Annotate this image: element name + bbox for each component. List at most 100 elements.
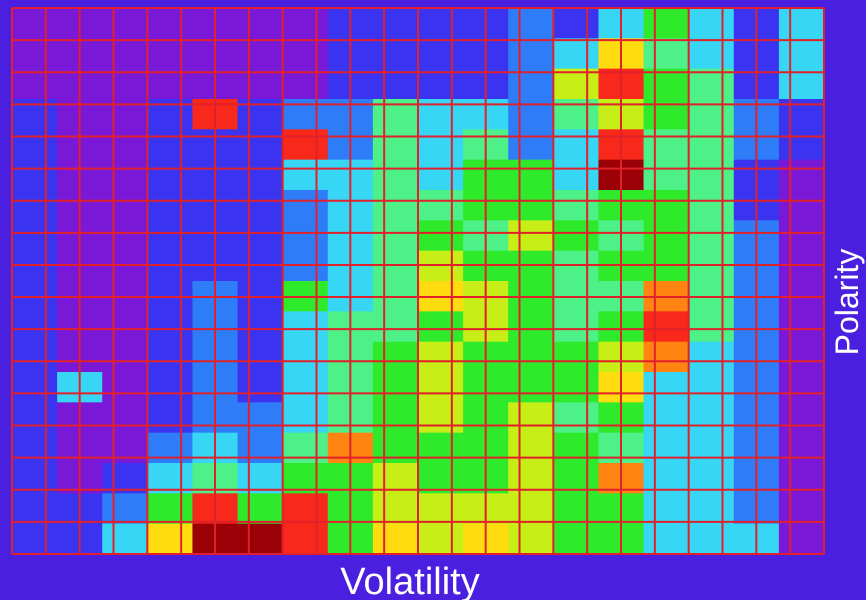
heatmap-cell [418, 311, 464, 343]
heatmap-cell [643, 493, 690, 525]
heatmap-cell [237, 220, 284, 252]
heatmap-cell [372, 432, 419, 464]
heatmap-cell [147, 372, 194, 403]
heatmap-cell [12, 220, 58, 252]
heatmap-cell [282, 432, 329, 464]
grid-lines [11, 7, 825, 555]
heatmap-cell [147, 493, 194, 525]
heatmap-cell [282, 311, 329, 343]
heatmap-cell [372, 190, 419, 221]
heatmap-cell [643, 38, 690, 70]
heatmap-cell [778, 38, 825, 70]
heatmap-cell [12, 311, 58, 343]
heatmap-cell [282, 129, 329, 161]
heatmap-cell [147, 190, 194, 221]
heatmap-cells [12, 8, 825, 555]
heatmap-cell [688, 190, 735, 221]
heatmap-cell [418, 402, 464, 434]
heatmap-cell [643, 220, 690, 252]
heatmap-cell [418, 190, 464, 221]
heatmap-cell [237, 341, 284, 373]
heatmap-cell [778, 159, 825, 191]
heatmap-cell [418, 523, 464, 555]
heatmap-cell [688, 68, 735, 100]
heatmap-cell [418, 493, 464, 525]
heatmap-cell [553, 38, 600, 70]
heatmap-cell [553, 190, 600, 221]
heatmap-cell [282, 523, 329, 555]
heatmap-cell [237, 493, 284, 525]
heatmap-cell [102, 190, 148, 221]
heatmap-cell [778, 8, 825, 39]
heatmap-cell [553, 493, 600, 525]
heatmap-cell [418, 341, 464, 373]
heatmap-cell [372, 523, 419, 555]
heatmap-cell [147, 311, 194, 343]
heatmap-cell [553, 220, 600, 252]
heatmap-cell [12, 341, 58, 373]
heatmap-cell [418, 250, 464, 282]
heatmap-cell [237, 8, 284, 39]
heatmap-cell [12, 402, 58, 434]
heatmap-cell [147, 341, 194, 373]
heatmap-cell [372, 493, 419, 525]
heatmap-cell [12, 250, 58, 282]
heatmap-cell [643, 311, 690, 343]
heatmap-cell [12, 8, 58, 39]
heatmap-cell [688, 311, 735, 343]
heatmap-cell [147, 8, 194, 39]
heatmap-cell [237, 311, 284, 343]
heatmap-cell [778, 402, 825, 434]
heatmap-cell [372, 8, 419, 39]
heatmap-cell [237, 250, 284, 282]
heatmap-cell [12, 432, 58, 464]
heatmap-cell [553, 68, 600, 100]
heatmap-cell [778, 432, 825, 464]
heatmap-cell [282, 372, 329, 403]
heatmap-cell [508, 8, 554, 39]
heatmap-cell [147, 38, 194, 70]
heatmap-cell [553, 8, 600, 39]
heatmap-cell [643, 8, 690, 39]
heatmap-cell [102, 159, 148, 191]
heatmap-cell [778, 311, 825, 343]
heatmap-cell [102, 129, 148, 161]
heatmap-cell [688, 220, 735, 252]
heatmap-cell [372, 159, 419, 191]
heatmap-cell [12, 493, 58, 525]
heatmap-cell [12, 68, 58, 100]
heatmap-cell [237, 38, 284, 70]
heatmap-cell [643, 523, 690, 555]
heatmap-cell [778, 493, 825, 525]
heatmap-cell [12, 38, 58, 70]
heatmap-cell [778, 250, 825, 282]
heatmap-cell [688, 159, 735, 191]
heatmap-cell [282, 402, 329, 434]
heatmap-cell [553, 129, 600, 161]
heatmap-cell [508, 190, 554, 221]
heatmap-cell [553, 341, 600, 373]
heatmap-cell [553, 372, 600, 403]
heatmap-cell [12, 372, 58, 403]
y-axis-label: Polarity [829, 249, 865, 356]
heatmap-cell [147, 402, 194, 434]
heatmap-cell [508, 38, 554, 70]
heatmap-cell [237, 432, 284, 464]
heatmap-cell [102, 493, 148, 525]
heatmap-cell [778, 372, 825, 403]
heatmap-cell [102, 38, 148, 70]
heatmap-cell [553, 250, 600, 282]
heatmap-cell [688, 493, 735, 525]
heatmap-cell [102, 402, 148, 434]
heatmap-cell [237, 129, 284, 161]
heatmap-cell [508, 402, 554, 434]
heatmap-cell [508, 523, 554, 555]
heatmap-cell [418, 129, 464, 161]
heatmap-cell [643, 159, 690, 191]
heatmap-cell [282, 220, 329, 252]
heatmap-cell [508, 159, 554, 191]
heatmap-cell [508, 220, 554, 252]
heatmap-cell [643, 402, 690, 434]
heatmap-cell [688, 372, 735, 403]
heatmap-cell [102, 68, 148, 100]
